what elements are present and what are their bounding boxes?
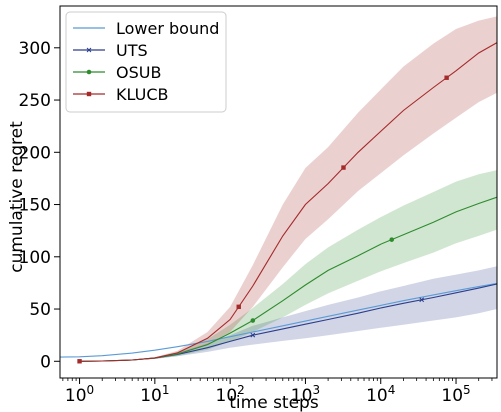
legend-label-klucb: KLUCB <box>116 85 168 104</box>
x-tick-label: 102 <box>216 383 245 406</box>
legend-box <box>65 11 227 113</box>
legend-marker-osub <box>86 69 92 75</box>
uts-marker-1 <box>250 332 256 338</box>
y-tick-label: 0 <box>40 352 51 372</box>
legend-label-uts: UTS <box>116 41 148 60</box>
klucb-marker-3 <box>341 165 346 170</box>
klucb-line <box>79 42 498 362</box>
legend-label-osub: OSUB <box>116 63 161 82</box>
legend-label-lower-bound: Lower bound <box>116 19 219 38</box>
y-tick-label: 50 <box>29 300 51 320</box>
klucb-marker-2 <box>236 304 241 310</box>
y-tick-label: 300 <box>19 39 51 59</box>
x-axis-ticks: 100 101 102 103 104 105 <box>62 378 493 406</box>
x-tick-label: 103 <box>291 383 320 406</box>
klucb-marker-4 <box>444 75 449 80</box>
x-axis-label: time steps <box>229 393 319 412</box>
y-tick-label: 250 <box>19 91 51 111</box>
confidence-bands <box>79 16 497 362</box>
osub-confidence-band <box>79 170 497 362</box>
osub-marker-2 <box>389 237 395 242</box>
plot-frame <box>59 5 498 379</box>
osub-marker-1 <box>250 318 256 323</box>
x-tick-label: 105 <box>441 383 470 406</box>
x-tick-label: 100 <box>65 383 94 406</box>
x-tick-label: 104 <box>366 383 395 406</box>
y-axis-label: cumulative regret <box>7 121 27 273</box>
lower-bound-line <box>59 282 498 358</box>
y-tick-label: 150 <box>19 196 51 216</box>
klucb-marker-1 <box>77 359 82 364</box>
uts-marker-2 <box>419 297 425 303</box>
legend-marker-klucb <box>86 91 92 97</box>
y-tick-label: 200 <box>19 143 51 163</box>
legend: Lower bound UTS OSUB KLUCB <box>65 11 227 113</box>
y-tick-label: 100 <box>19 248 51 268</box>
series-lines <box>59 42 498 362</box>
y-axis-ticks: 0 50 100 150 200 250 300 <box>19 39 60 372</box>
klucb-confidence-band <box>79 16 497 362</box>
legend-marker-uts <box>86 47 92 53</box>
series-markers <box>77 75 449 364</box>
uts-confidence-band <box>79 266 497 362</box>
x-tick-label: 101 <box>140 383 169 406</box>
